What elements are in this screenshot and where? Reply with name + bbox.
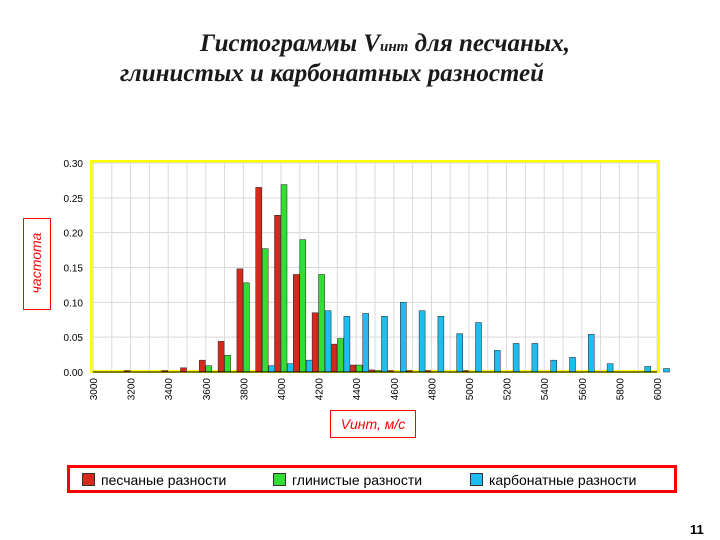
page-number: 11 (690, 522, 704, 537)
bar-sand (255, 187, 262, 373)
bar-clay (355, 364, 363, 373)
x-tick-label: 4200 (315, 378, 326, 401)
bar-sand (330, 343, 338, 373)
bar-carbonate (475, 322, 482, 373)
bar-carbonate (531, 343, 539, 373)
y-tick-label: 0.20 (64, 229, 84, 240)
bar-carbonate (418, 310, 426, 373)
bar-carbonate (569, 357, 576, 373)
bar-clay (337, 338, 344, 373)
x-tick-label: 3600 (202, 378, 213, 401)
legend-swatch-carbonate (470, 473, 483, 486)
bar-clay (261, 248, 269, 373)
bar-carbonate (494, 350, 501, 373)
bar-carbonate (287, 363, 294, 373)
bar-carbonate (437, 316, 445, 373)
legend: песчаные разности глинистые разности кар… (67, 465, 677, 493)
y-tick-label: 0.25 (64, 194, 84, 205)
legend-item-clay: глинистые разности (273, 472, 422, 488)
x-tick-label: 3800 (239, 378, 250, 401)
title-subscript: инт (380, 39, 409, 55)
bar-carbonate (588, 334, 595, 373)
x-tick-label: 3200 (127, 378, 138, 401)
y-tick-label: 0.30 (64, 159, 84, 170)
bar-carbonate (306, 359, 313, 373)
x-tick-label: 4600 (390, 378, 401, 401)
y-tick-label: 0.05 (64, 333, 84, 344)
legend-item-sand: песчаные разности (82, 472, 226, 488)
legend-swatch-sand (82, 473, 95, 486)
bar-clay (224, 355, 231, 373)
bar-sand (217, 341, 225, 373)
bar-sand (349, 364, 356, 373)
bar-sand (274, 215, 281, 373)
bar-sand (293, 274, 300, 373)
bar-carbonate (268, 365, 275, 373)
x-tick-label: 3000 (89, 378, 100, 401)
y-tick-label: 0.15 (64, 264, 84, 275)
y-tick-label: 0.00 (64, 368, 84, 379)
chart-title-line2: глинистых и карбонатных разностей (120, 60, 545, 87)
bar-clay (280, 184, 288, 373)
bar-carbonate (550, 359, 557, 373)
x-tick-label: 4800 (427, 378, 438, 401)
x-tick-label: 4400 (352, 378, 363, 401)
legend-swatch-clay (273, 473, 286, 486)
bar-sand (180, 367, 187, 373)
bar-carbonate (606, 363, 614, 373)
x-tick-label: 5600 (578, 378, 589, 401)
bar-carbonate (512, 343, 520, 373)
bar-carbonate (324, 310, 332, 373)
bar-sand (199, 359, 206, 373)
bar-clay (318, 274, 325, 373)
bar-carbonate (381, 316, 388, 373)
bar-carbonate (456, 333, 463, 373)
y-tick-label: 0.10 (64, 298, 84, 309)
x-tick-label: 6000 (653, 378, 664, 401)
y-axis-label-box (23, 218, 51, 310)
bar-carbonate (663, 368, 670, 373)
x-axis-label: Vинт, м/с (330, 410, 416, 438)
x-tick-label: 3400 (164, 378, 175, 401)
bar-sand (236, 268, 244, 373)
bar-clay (243, 282, 250, 373)
bar-clay (299, 239, 307, 373)
bar-carbonate (400, 302, 407, 373)
x-tick-label: 5400 (540, 378, 551, 401)
bar-clay (205, 365, 213, 373)
bar-carbonate (362, 313, 369, 373)
legend-item-carbonate: карбонатные разности (470, 472, 637, 488)
x-tick-label: 5800 (615, 378, 626, 401)
y-axis-label: частота (28, 232, 44, 294)
bar-carbonate (343, 316, 351, 373)
bar-sand (311, 312, 319, 373)
x-tick-label: 5000 (465, 378, 476, 401)
chart-title-line1: Гистограммы Vинт для песчаных, (200, 30, 570, 57)
bar-carbonate (644, 366, 651, 373)
x-tick-label: 4000 (277, 378, 288, 401)
x-tick-label: 5200 (503, 378, 514, 401)
